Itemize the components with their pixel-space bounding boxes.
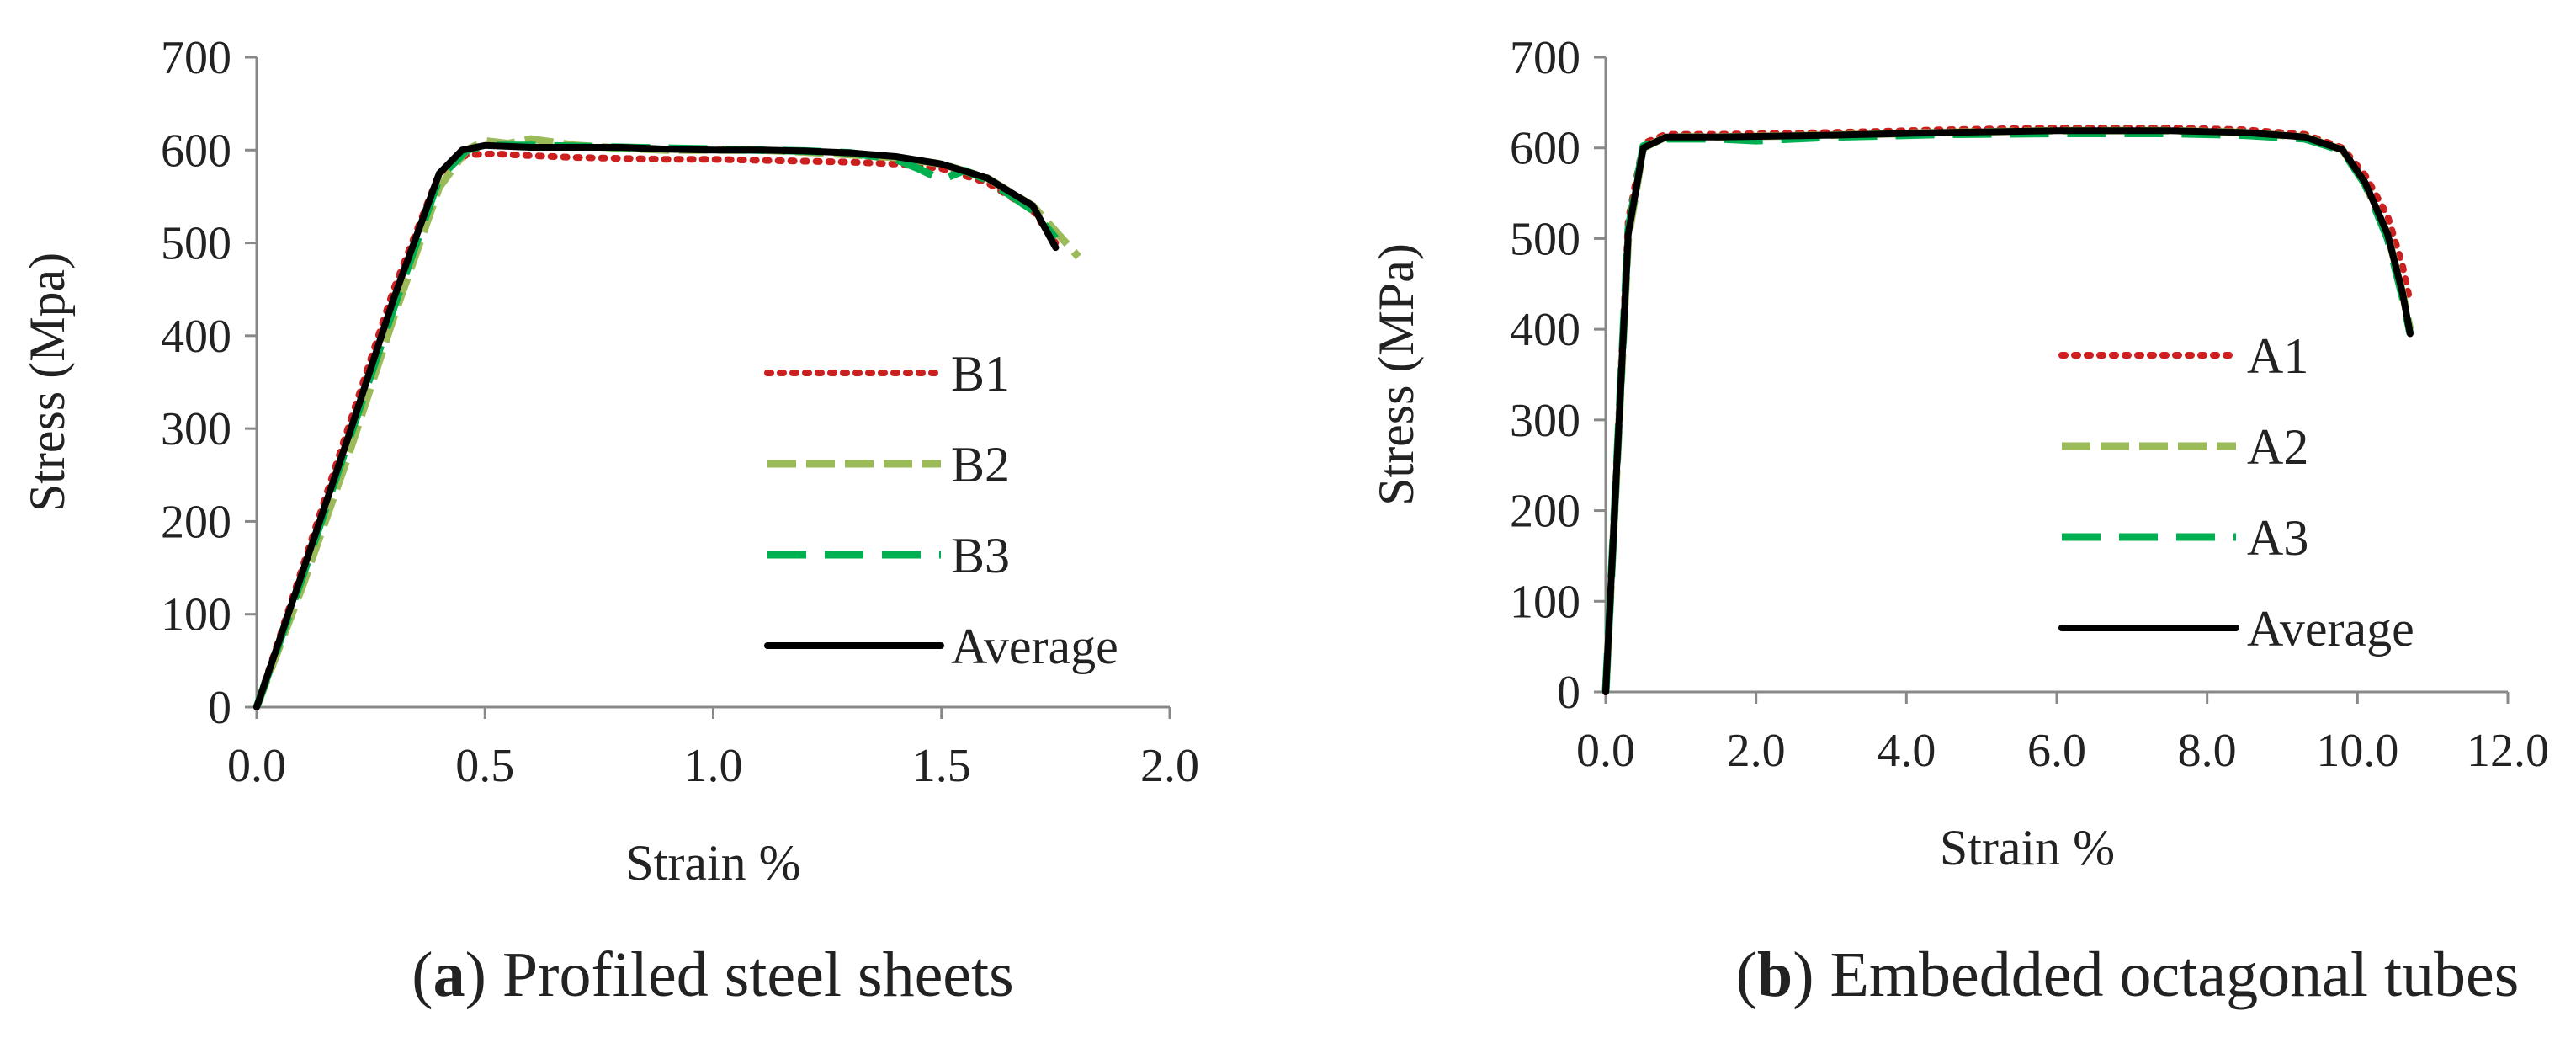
legend-label-b1: B1 (951, 346, 1010, 402)
series-line-b3 (252, 141, 1059, 709)
legend-label-average: Average (951, 619, 1118, 674)
series-line-b1 (253, 150, 1060, 710)
caption-letter: b (1757, 939, 1793, 1010)
y-tick-label: 700 (1510, 32, 1580, 84)
y-tick-label: 500 (1510, 213, 1580, 265)
x-tick-label: 0.0 (1576, 725, 1635, 777)
y-axis-title: Stress (MPa) (1368, 243, 1424, 506)
y-tick-label: 500 (161, 218, 231, 270)
series-line-average (253, 141, 1060, 710)
y-tick-label: 100 (1510, 576, 1580, 628)
x-tick-label: 4.0 (1877, 725, 1936, 777)
y-tick-label: 0 (1557, 667, 1580, 719)
legend-label-a3: A3 (2247, 510, 2308, 566)
y-tick-label: 300 (1510, 395, 1580, 447)
legend-label-a2: A2 (2247, 419, 2308, 475)
legend-label-b2: B2 (951, 437, 1010, 492)
caption-text: ) Profiled steel sheets (465, 939, 1014, 1010)
x-tick-label: 1.5 (912, 740, 971, 792)
legend-label-average: Average (2247, 601, 2414, 657)
x-tick-label: 8.0 (2178, 725, 2237, 777)
x-tick-label: 6.0 (2027, 725, 2086, 777)
x-tick-label: 0.5 (455, 740, 514, 792)
x-tick-label: 10.0 (2316, 725, 2398, 777)
x-tick-label: 1.0 (684, 740, 743, 792)
y-tick-label: 400 (161, 311, 231, 363)
y-tick-label: 0 (208, 682, 231, 734)
y-tick-label: 300 (161, 403, 231, 455)
x-tick-label: 2.0 (1140, 740, 1199, 792)
series-line-average (1602, 127, 2414, 695)
y-tick-label: 700 (161, 32, 231, 84)
figure-caption: (a) Profiled steel sheets (412, 939, 1013, 1010)
x-tick-label: 2.0 (1727, 725, 1786, 777)
chart-panel-a: 0 100 200 300 400 500 600 700 0.0 0.5 1.0 1.5 2.0 Str… (19, 32, 1199, 1010)
y-tick-label: 200 (1510, 486, 1580, 538)
y-axis-title: Stress (Mpa) (19, 253, 75, 512)
y-tick-label: 400 (1510, 304, 1580, 356)
x-tick-label: 12.0 (2467, 725, 2549, 777)
x-axis-title: Strain % (625, 835, 800, 891)
y-tick-label: 600 (1510, 123, 1580, 175)
chart-panel-b: 0 100 200 300 400 500 600 700 0.0 2.0 4.0 6.0 8.0 10.… (1368, 32, 2549, 1010)
x-axis-title: Strain % (1940, 820, 2115, 875)
x-tick-label: 0.0 (227, 740, 286, 792)
legend-label-b3: B3 (951, 528, 1010, 583)
caption-letter: a (433, 939, 465, 1010)
caption-open-paren: ( (412, 939, 433, 1010)
y-tick-label: 600 (161, 125, 231, 177)
figure-caption: (b) Embedded octagonal tubes (1736, 939, 2520, 1010)
caption-open-paren: ( (1736, 939, 1757, 1010)
legend-label-a1: A1 (2247, 328, 2308, 384)
y-tick-label: 200 (161, 496, 231, 548)
caption-text: ) Embedded octagonal tubes (1793, 939, 2519, 1010)
y-tick-label: 100 (161, 589, 231, 641)
